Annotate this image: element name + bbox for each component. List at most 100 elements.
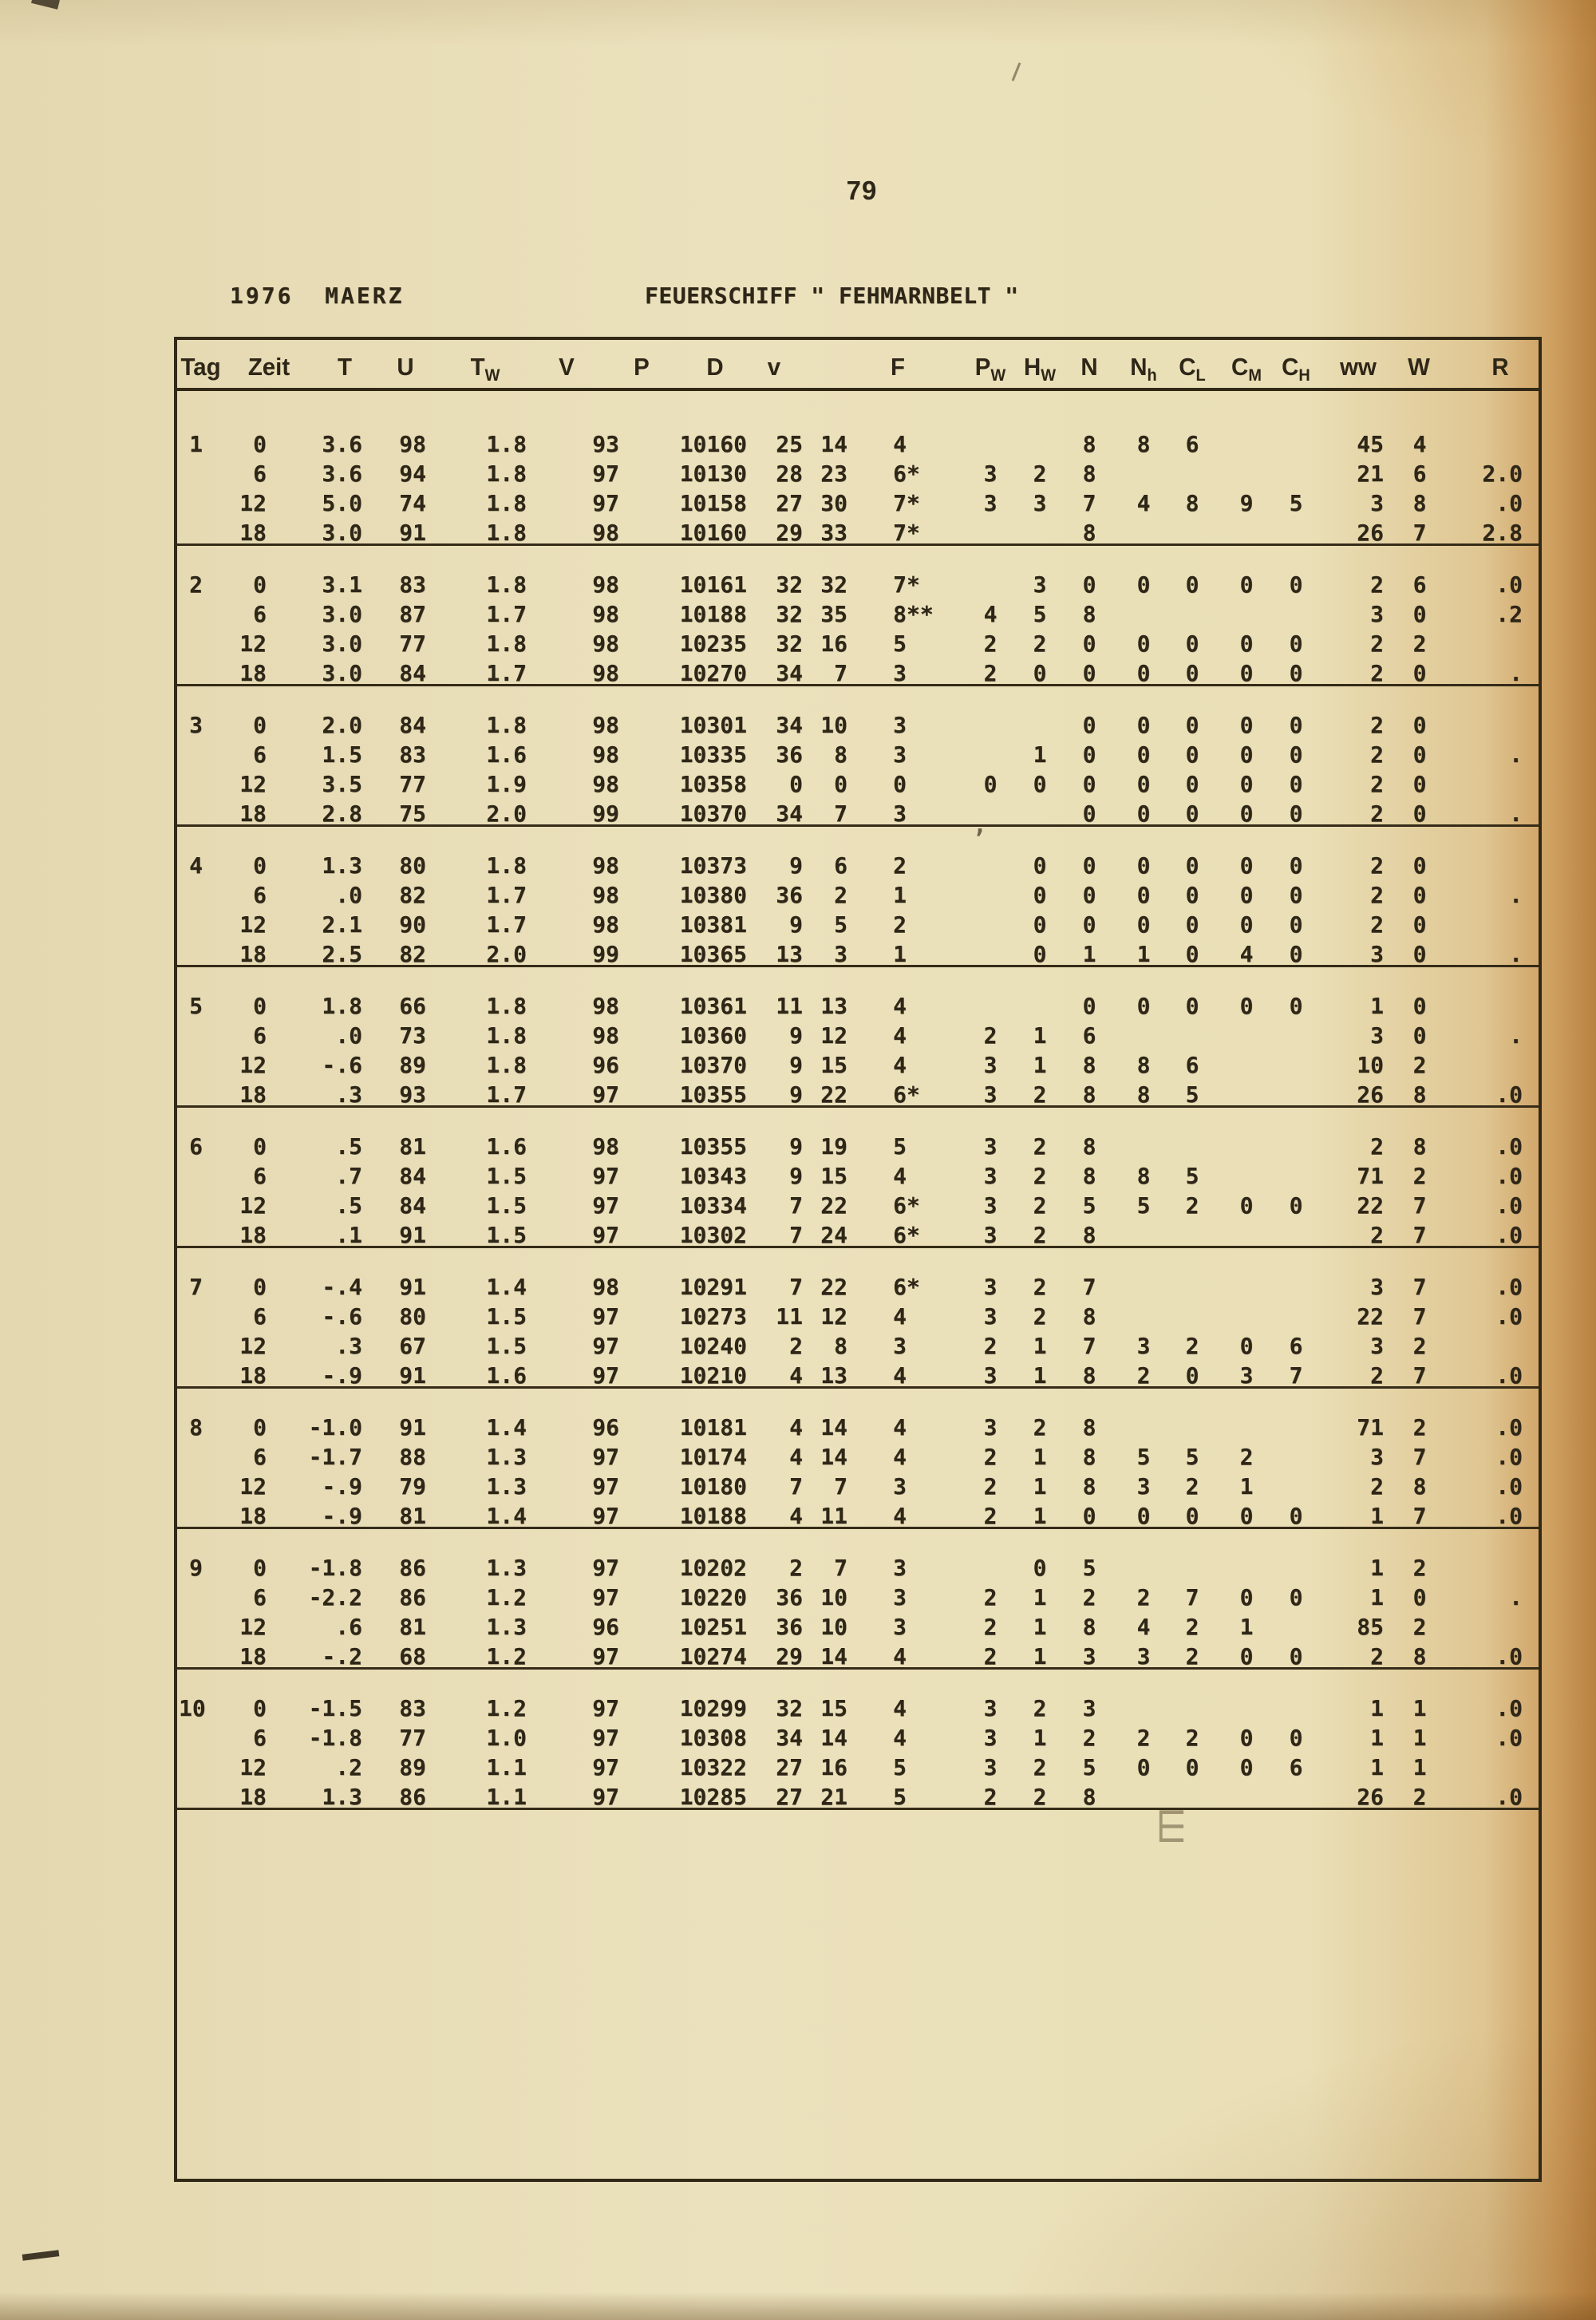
col-header-r: R [1491,353,1509,381]
cell-hw: 1 [1033,741,1047,768]
cell-ch [1281,1613,1311,1642]
cell-p: 10301 [679,712,747,738]
cell-n: 8 [1082,1133,1096,1160]
cell-n: 8 [1082,520,1096,546]
cell-tag: 4 [189,852,203,879]
day-separator [177,1527,1539,1529]
cell-r: . [1509,741,1523,768]
cell-tw: 2.0 [486,941,527,967]
cell-v: 97 [592,1643,619,1670]
cell-t: 2.0 [322,712,362,738]
cell-pw: 2 [983,1333,998,1359]
cell-t: 1.3 [322,1784,362,1810]
cell-tw: 1.5 [486,1222,527,1248]
cell-p: 10381 [679,911,747,938]
day-separator [177,1386,1539,1389]
cell-tw: 1.1 [486,1784,527,1810]
cell-t: 2.5 [322,941,362,967]
data-row: 18 .1 91 1.5 97 10302 7 24 6 * 3 2 8 2 7 .0 [177,1221,1539,1251]
cell-d: 9 [789,1022,803,1049]
cell-v: 97 [592,1362,619,1389]
cell-vv: 7 [834,660,847,686]
cell-hw: 2 [1033,460,1047,487]
cell-d: 9 [789,911,803,938]
cell-d: 28 [776,460,803,487]
scan-artifact [22,2250,60,2261]
cell-vv: 5 [834,911,847,938]
cell-w: 7 [1412,1503,1427,1529]
cell-n: 8 [1082,1362,1096,1389]
cell-ww: 2 [1370,852,1384,879]
cell-f: 6 * [893,1192,920,1219]
cell-v: 98 [592,911,619,938]
cell-cl: 8 [1185,490,1199,516]
cell-pw: 3 [983,1303,998,1330]
cell-f: 6 * [893,460,920,487]
cell-vv: 23 [820,460,847,487]
cell-tw: 1.6 [486,1133,527,1160]
cell-w: 8 [1412,1133,1427,1160]
cell-cl: 0 [1185,741,1199,768]
day-separator [177,824,1539,827]
cell-r: . [1509,660,1523,686]
cell-v: 96 [592,1614,619,1640]
cell-d: 9 [789,1081,803,1108]
cell-cm: 0 [1239,852,1254,879]
col-header-hw: HW [1023,353,1057,385]
cell-f: 5 [893,1133,907,1160]
cell-t: -.6 [322,1303,362,1330]
cell-v: 96 [592,1052,619,1078]
cell-tag: 1 [189,431,203,457]
cell-vv: 12 [820,1303,847,1330]
cell-t: 1.5 [322,741,362,768]
cell-p: 10370 [679,1052,747,1078]
cell-t: -.9 [322,1362,362,1389]
cell-v: 98 [592,882,619,908]
cell-cm: 0 [1239,771,1254,797]
cell-u: 94 [399,460,426,487]
cell-nh: 8 [1136,1163,1151,1189]
cell-vv: 11 [820,1503,847,1529]
cell-d: 34 [776,800,803,827]
f-asterisk: * [907,460,920,487]
cell-w: 8 [1412,490,1427,516]
cell-hw: 2 [1033,1222,1047,1248]
cell-u: 80 [399,852,426,879]
cell-tag: 5 [189,993,203,1019]
cell-nh: 0 [1136,1754,1151,1781]
cell-hw: 2 [1033,1754,1047,1781]
cell-r [1456,1554,1523,1583]
page-number: 79 [846,176,878,205]
data-row: 6 3.0 87 1.7 98 10188 32 35 8 ** 4 5 8 3 0 .2 [177,600,1539,630]
cell-vv: 32 [820,571,847,598]
cell-n: 5 [1082,1555,1096,1581]
data-row: 18 3.0 84 1.7 98 10270 34 7 3 2 0 0 0 0 0 0 2 0. [177,659,1539,689]
cell-f: 5 [893,1784,907,1810]
cell-v: 96 [592,1414,619,1441]
col-header-vv: v [767,353,781,381]
cell-pw: 3 [983,1081,998,1108]
cell-nh [1128,1413,1159,1443]
cell-ch [1281,1554,1311,1583]
cell-n: 0 [1082,882,1096,908]
cell-u: 81 [399,1503,426,1529]
cell-f: 4 [893,1414,907,1441]
cell-zeit: 12 [239,490,267,516]
cell-d: 27 [776,490,803,516]
cell-n: 0 [1082,911,1096,938]
cell-tw: 1.8 [486,571,527,598]
cell-d: 32 [776,601,803,627]
cell-pw: 3 [983,1695,998,1721]
cell-w: 0 [1412,882,1427,908]
cell-r: .0 [1495,1222,1523,1248]
cell-tag [179,489,203,519]
cell-u: 84 [399,1163,426,1189]
cell-t: -.4 [322,1274,362,1300]
cell-vv: 35 [820,601,847,627]
cell-tw: 1.8 [486,852,527,879]
cell-v: 98 [592,993,619,1019]
cell-pw [975,430,1005,460]
cell-t: 2.8 [322,800,362,827]
cell-vv: 24 [820,1222,847,1248]
cell-n: 0 [1082,741,1096,768]
